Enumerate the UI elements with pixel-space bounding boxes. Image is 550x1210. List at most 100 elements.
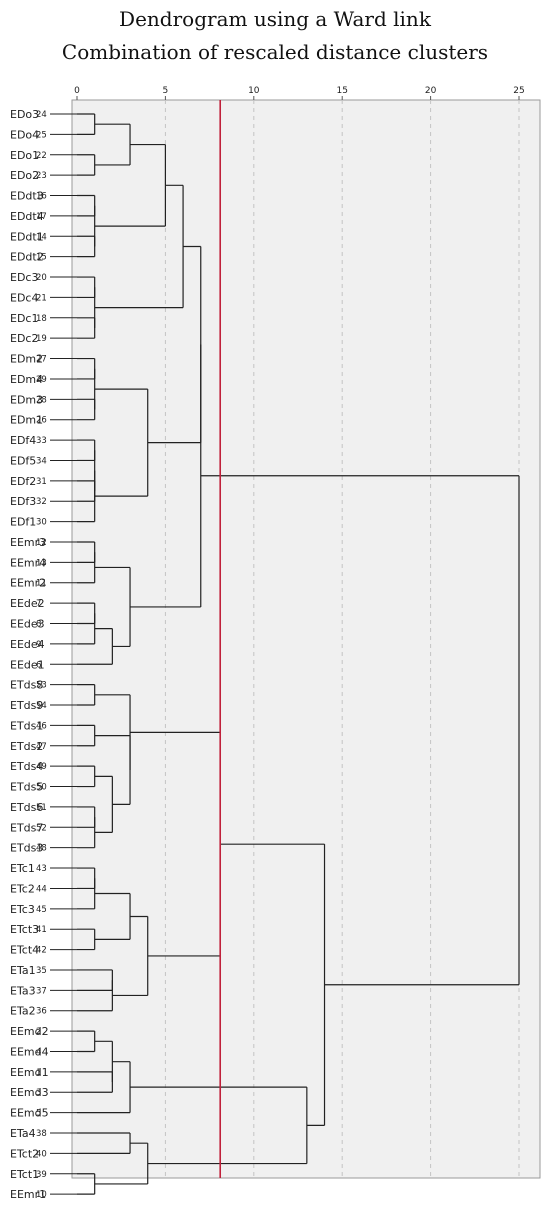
leaf-case-number: 48 [36,844,47,854]
leaf-label: EDo4 [10,128,39,141]
leaf-label: EEde2 [10,597,45,610]
leaf-label: EDc1 [10,312,38,325]
leaf-case-number: 31 [36,477,47,487]
leaf-case-number: 30 [36,518,47,528]
leaf-case-number: 13 [36,558,47,568]
leaf-label: EDo2 [10,169,39,182]
leaf-case-number: 40 [36,1149,47,1159]
chart-subtitle: Combination of rescaled distance cluster… [61,40,489,64]
leaf-label: EEmd3 [10,1086,49,1099]
leaf-label: EDdt2 [10,251,44,264]
leaf-case-number: 35 [36,966,47,976]
leaf-case-number: 6 [36,660,41,670]
leaf-label: ETds2 [10,740,43,753]
leaf-case-number: 49 [36,762,47,772]
leaf-case-number: 19 [36,334,47,344]
leaf-case-number: 24 [36,110,47,120]
leaf-case-number: 26 [36,416,47,426]
leaf-label: ETa1 [10,964,36,977]
leaf-label: ETc2 [10,882,35,895]
x-tick-label: 5 [163,86,169,96]
plot-area [71,99,541,1179]
leaf-case-number: 34 [36,456,47,466]
leaf-label: EEmr3 [10,536,46,549]
leaf-label: EDm4 [10,373,43,386]
leaf-case-number: 42 [36,946,47,956]
leaf-case-number: 27 [36,355,47,365]
leaf-case-number: 16 [36,192,47,202]
leaf-label: EDo1 [10,149,39,162]
leaf-case-number: 43 [36,864,47,874]
leaf-label: ETa2 [10,1005,36,1018]
leaf-label: EDf3 [10,495,36,508]
leaf-label: EEde4 [10,638,45,651]
leaf-label: EDc3 [10,271,38,284]
leaf-label: EEde1 [10,658,45,671]
leaf-label: EEmr1 [10,1188,46,1201]
leaf-case-number: 25 [36,130,47,140]
leaf-label: EEde3 [10,618,45,631]
leaf-case-number: 53 [36,681,47,691]
leaf-case-number: 45 [36,905,47,915]
leaf-label: EDc4 [10,291,38,304]
leaf-label: ETds8 [10,679,43,692]
dendrogram-link [200,475,520,986]
leaf-label: EEmr2 [10,577,46,590]
leaf-case-number: 36 [36,1007,47,1017]
leaf-label: ETc3 [10,903,35,916]
leaf-case-number: 39 [36,1170,47,1180]
leaf-case-number: 15 [36,253,47,263]
leaf-case-number: 12 [36,538,47,548]
leaf-case-number: 37 [36,986,47,996]
leaf-case-number: 46 [36,721,47,731]
leaf-case-number: 23 [36,171,47,181]
leaf-case-number: 22 [36,151,47,161]
leaf-label: ETds9 [10,699,43,712]
leaf-label: EDdt3 [10,190,44,203]
leaf-label: EDc2 [10,332,38,345]
leaf-case-number: 11 [36,579,47,589]
leaf-case-number: 33 [36,436,47,446]
leaf-case-number: 1 [36,1068,41,1078]
leaf-case-number: 9 [36,640,41,650]
leaf-case-number: 54 [36,701,47,711]
leaf-case-number: 41 [36,925,47,935]
leaf-case-number: 4 [36,1047,41,1057]
leaf-case-number: 32 [36,497,47,507]
leaf-case-number: 51 [36,803,47,813]
leaf-label: ETct2 [10,1147,39,1160]
leaf-label: ETds6 [10,801,43,814]
x-tick-label: 25 [513,86,524,96]
leaf-case-number: 21 [36,293,47,303]
leaf-label: ETds7 [10,821,43,834]
leaf-label: ETds5 [10,781,43,794]
leaf-label: ETa3 [10,984,36,997]
leaf-label: EDf2 [10,475,36,488]
leaf-label: ETds3 [10,842,43,855]
leaf-case-number: 10 [36,1190,47,1200]
leaf-label: EDo3 [10,108,39,121]
leaf-case-number: 52 [36,823,47,833]
leaf-label: EEmd1 [10,1066,49,1079]
leaf-case-number: 47 [36,742,47,752]
leaf-label: EEmd4 [10,1045,49,1058]
chart-title: Dendrogram using a Ward link [119,7,431,31]
leaf-label: EDm2 [10,353,43,366]
leaf-case-number: 5 [36,1109,41,1119]
leaf-label: ETa4 [10,1127,36,1140]
leaf-label: ETc1 [10,862,35,875]
leaf-label: EDm1 [10,414,43,427]
leaf-case-number: 3 [36,1088,41,1098]
leaf-label: EDf4 [10,434,36,447]
leaf-label: ETct1 [10,1168,39,1181]
leaf-label: EEmr4 [10,556,46,569]
leaf-label: EDf5 [10,454,36,467]
leaf-case-number: 28 [36,395,47,405]
leaf-case-number: 50 [36,783,47,793]
leaf-label: EDdt1 [10,230,44,243]
leaf-label: EEmd2 [10,1025,49,1038]
x-tick-label: 0 [74,86,80,96]
leaf-label: ETct4 [10,944,39,957]
x-tick-label: 10 [248,86,260,96]
